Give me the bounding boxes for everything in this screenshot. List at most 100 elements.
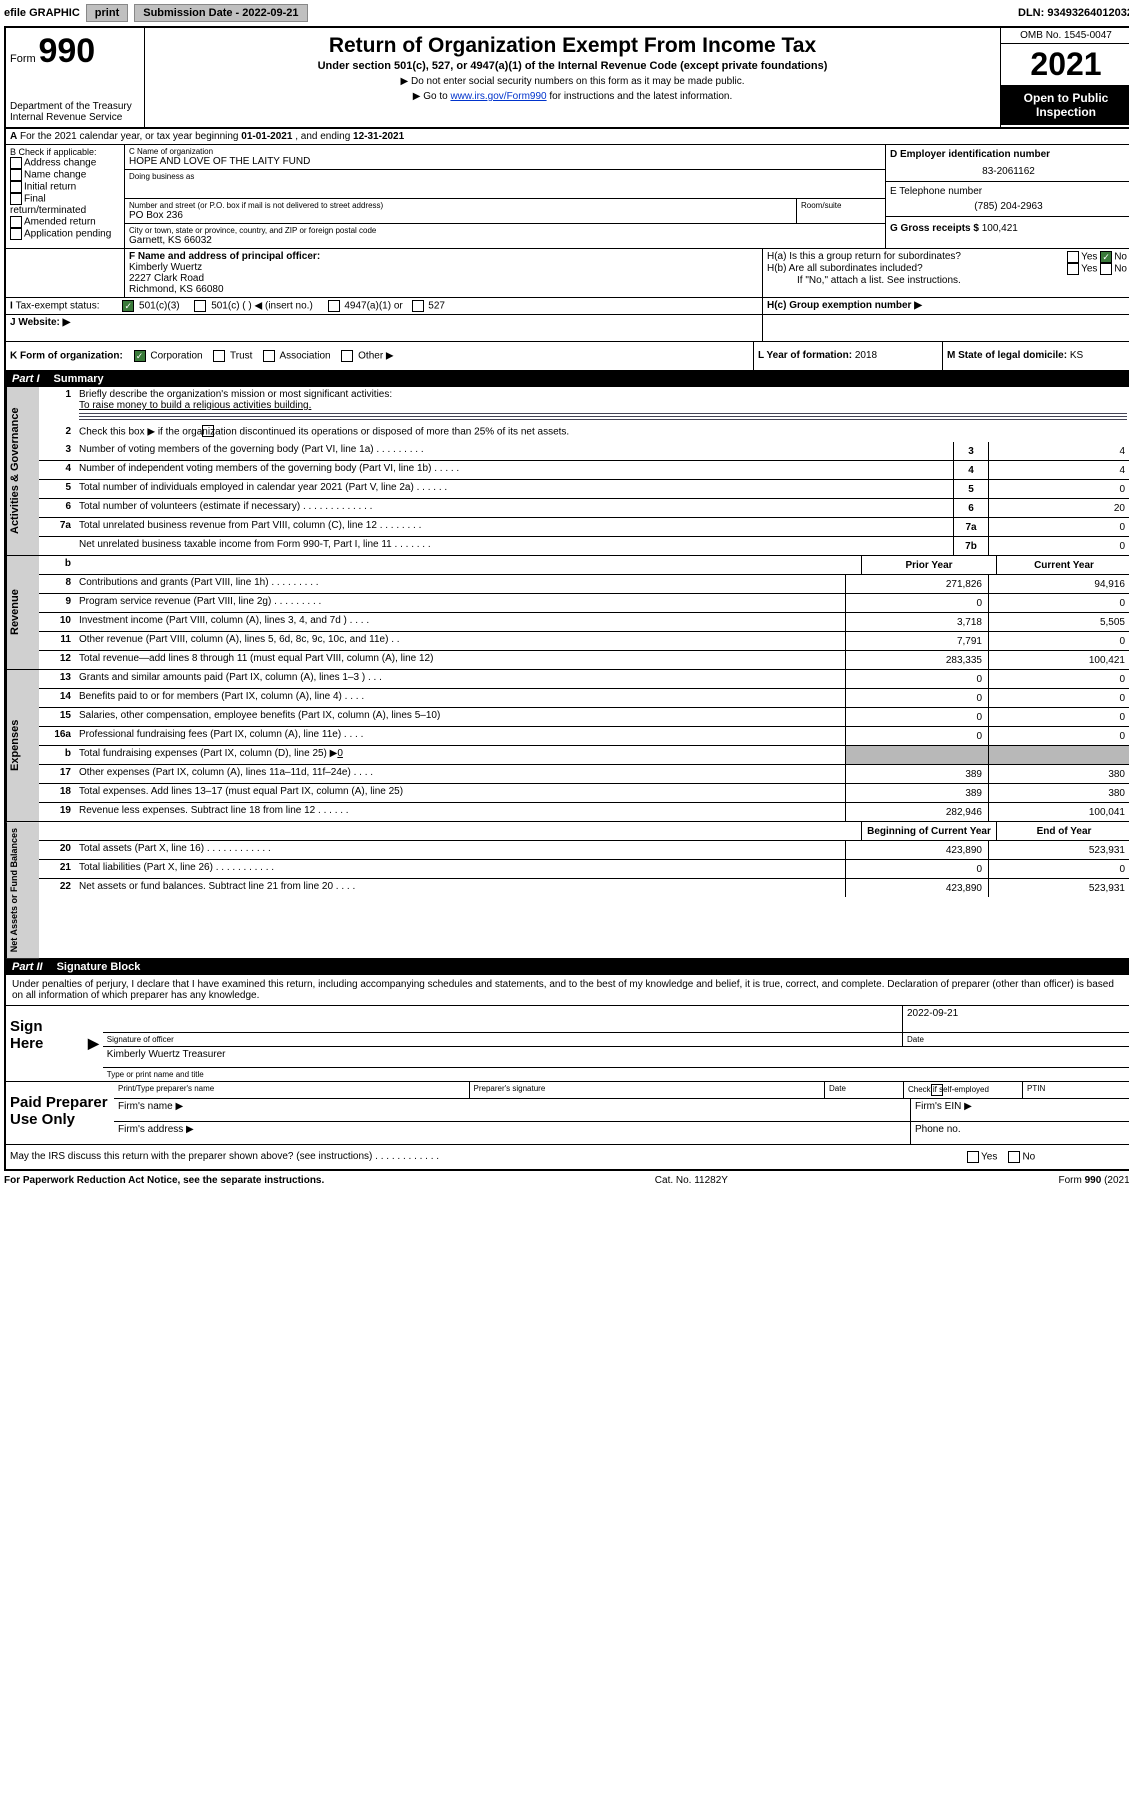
line-num [39, 537, 75, 555]
efile-label: efile GRAPHIC [4, 7, 80, 19]
p15: 0 [845, 708, 988, 726]
firm-phone-label: Phone no. [911, 1122, 1129, 1144]
box-num: 6 [953, 499, 988, 517]
checkbox-assoc[interactable] [263, 350, 275, 362]
prep-date-label: Date [825, 1082, 904, 1098]
box-num: 5 [953, 480, 988, 498]
checkbox-4947[interactable] [328, 300, 340, 312]
penalty-text: Under penalties of perjury, I declare th… [6, 975, 1129, 1005]
checkbox-address-change[interactable] [10, 157, 22, 169]
l6-desc: Total number of volunteers (estimate if … [75, 499, 953, 517]
five27-lbl: 527 [428, 301, 445, 312]
f-label: F Name and address of principal officer: [129, 251, 320, 262]
l-label: L Year of formation: [758, 350, 855, 361]
name-title-label: Type or print name and title [103, 1068, 1129, 1081]
l9-desc: Program service revenue (Part VIII, line… [75, 594, 845, 612]
dln-label: DLN: 93493264012032 [1018, 7, 1129, 19]
checkbox-trust[interactable] [213, 350, 225, 362]
l7a-val: 0 [988, 518, 1129, 536]
p19: 282,946 [845, 803, 988, 821]
checkbox-discuss-no[interactable] [1008, 1151, 1020, 1163]
irs-label: Internal Revenue Service [10, 112, 140, 123]
chk-lbl: Name change [24, 170, 86, 181]
form-subtitle: Under section 501(c), 527, or 4947(a)(1)… [153, 60, 992, 72]
l5-val: 0 [988, 480, 1129, 498]
sig-name: Kimberly Wuertz Treasurer [103, 1047, 1129, 1067]
no-lbl: No [1114, 264, 1127, 275]
checkbox-initial-return[interactable] [10, 181, 22, 193]
line-num: 6 [39, 499, 75, 517]
l1-label: Briefly describe the organization's miss… [79, 389, 392, 400]
assoc-lbl: Association [279, 351, 330, 362]
hdr-curr: Current Year [996, 556, 1129, 574]
c14: 0 [988, 689, 1129, 707]
street-value: PO Box 236 [129, 210, 792, 221]
l22-desc: Net assets or fund balances. Subtract li… [75, 879, 845, 897]
checkbox-501c3[interactable] [122, 300, 134, 312]
checkbox-ha-yes[interactable] [1067, 251, 1079, 263]
open-public-badge: Open to Public Inspection [1001, 85, 1129, 125]
checkbox-527[interactable] [412, 300, 424, 312]
line-num: 12 [39, 651, 75, 669]
l21-desc: Total liabilities (Part X, line 26) . . … [75, 860, 845, 878]
form-label: Form [10, 53, 36, 65]
m-value: KS [1070, 350, 1083, 361]
corp-lbl: Corporation [150, 351, 202, 362]
checkbox-name-change[interactable] [10, 169, 22, 181]
room-label: Room/suite [801, 201, 881, 210]
k-label: K Form of organization: [10, 351, 123, 362]
print-button[interactable]: print [86, 4, 128, 22]
form-title: Return of Organization Exempt From Incom… [153, 34, 992, 58]
checkbox-hb-no[interactable] [1100, 263, 1112, 275]
ptin-label: PTIN [1023, 1082, 1129, 1098]
checkbox-amended-return[interactable] [10, 216, 22, 228]
p9: 0 [845, 594, 988, 612]
ein-label: D Employer identification number [890, 149, 1127, 160]
checkbox-application-pending[interactable] [10, 228, 22, 240]
l7a-desc: Total unrelated business revenue from Pa… [75, 518, 953, 536]
checkbox-other[interactable] [341, 350, 353, 362]
checkbox-discuss-yes[interactable] [967, 1151, 979, 1163]
checkbox-corp[interactable] [134, 350, 146, 362]
p20: 423,890 [845, 841, 988, 859]
other-lbl: Other ▶ [358, 351, 393, 362]
l5-desc: Total number of individuals employed in … [75, 480, 953, 498]
dept-label: Department of the Treasury [10, 101, 140, 112]
line-num: 5 [39, 480, 75, 498]
line-num: 16a [39, 727, 75, 745]
p22: 423,890 [845, 879, 988, 897]
checkbox-l2[interactable] [202, 425, 214, 437]
l1-value: To raise money to build a religious acti… [79, 400, 311, 411]
firm-ein-label: Firm's EIN ▶ [911, 1099, 1129, 1121]
line-num: 19 [39, 803, 75, 821]
c-lbl: 501(c) ( ) ◀ (insert no.) [211, 301, 313, 312]
dba-label: Doing business as [129, 172, 881, 181]
l8-desc: Contributions and grants (Part VIII, lin… [75, 575, 845, 593]
c10: 5,505 [988, 613, 1129, 631]
l18-desc: Total expenses. Add lines 13–17 (must eq… [75, 784, 845, 802]
city-value: Garnett, KS 66032 [129, 235, 881, 246]
line-num: 2 [39, 424, 75, 442]
checkbox-final-return[interactable] [10, 193, 22, 205]
sig-date: 2022-09-21 [903, 1006, 1129, 1032]
line-num: 22 [39, 879, 75, 897]
part-i-title: Summary [54, 373, 104, 385]
sig-officer-label: Signature of officer [103, 1033, 903, 1046]
c15: 0 [988, 708, 1129, 726]
l4-desc: Number of independent voting members of … [75, 461, 953, 479]
line-num: 7a [39, 518, 75, 536]
gross-value: 100,421 [982, 223, 1018, 234]
hdr-end: End of Year [996, 822, 1129, 840]
checkbox-ha-no[interactable] [1100, 251, 1112, 263]
p17: 389 [845, 765, 988, 783]
chk-lbl: Application pending [24, 229, 111, 240]
submission-date-label: Submission Date - 2022-09-21 [134, 4, 307, 22]
city-label: City or town, state or province, country… [129, 226, 881, 235]
irs-link[interactable]: www.irs.gov/Form990 [450, 91, 546, 102]
checkbox-self-employed[interactable] [931, 1084, 943, 1096]
checkbox-hb-yes[interactable] [1067, 263, 1079, 275]
p16a: 0 [845, 727, 988, 745]
goto-pre: ▶ Go to [413, 91, 451, 102]
checkbox-501c[interactable] [194, 300, 206, 312]
line-num: 21 [39, 860, 75, 878]
